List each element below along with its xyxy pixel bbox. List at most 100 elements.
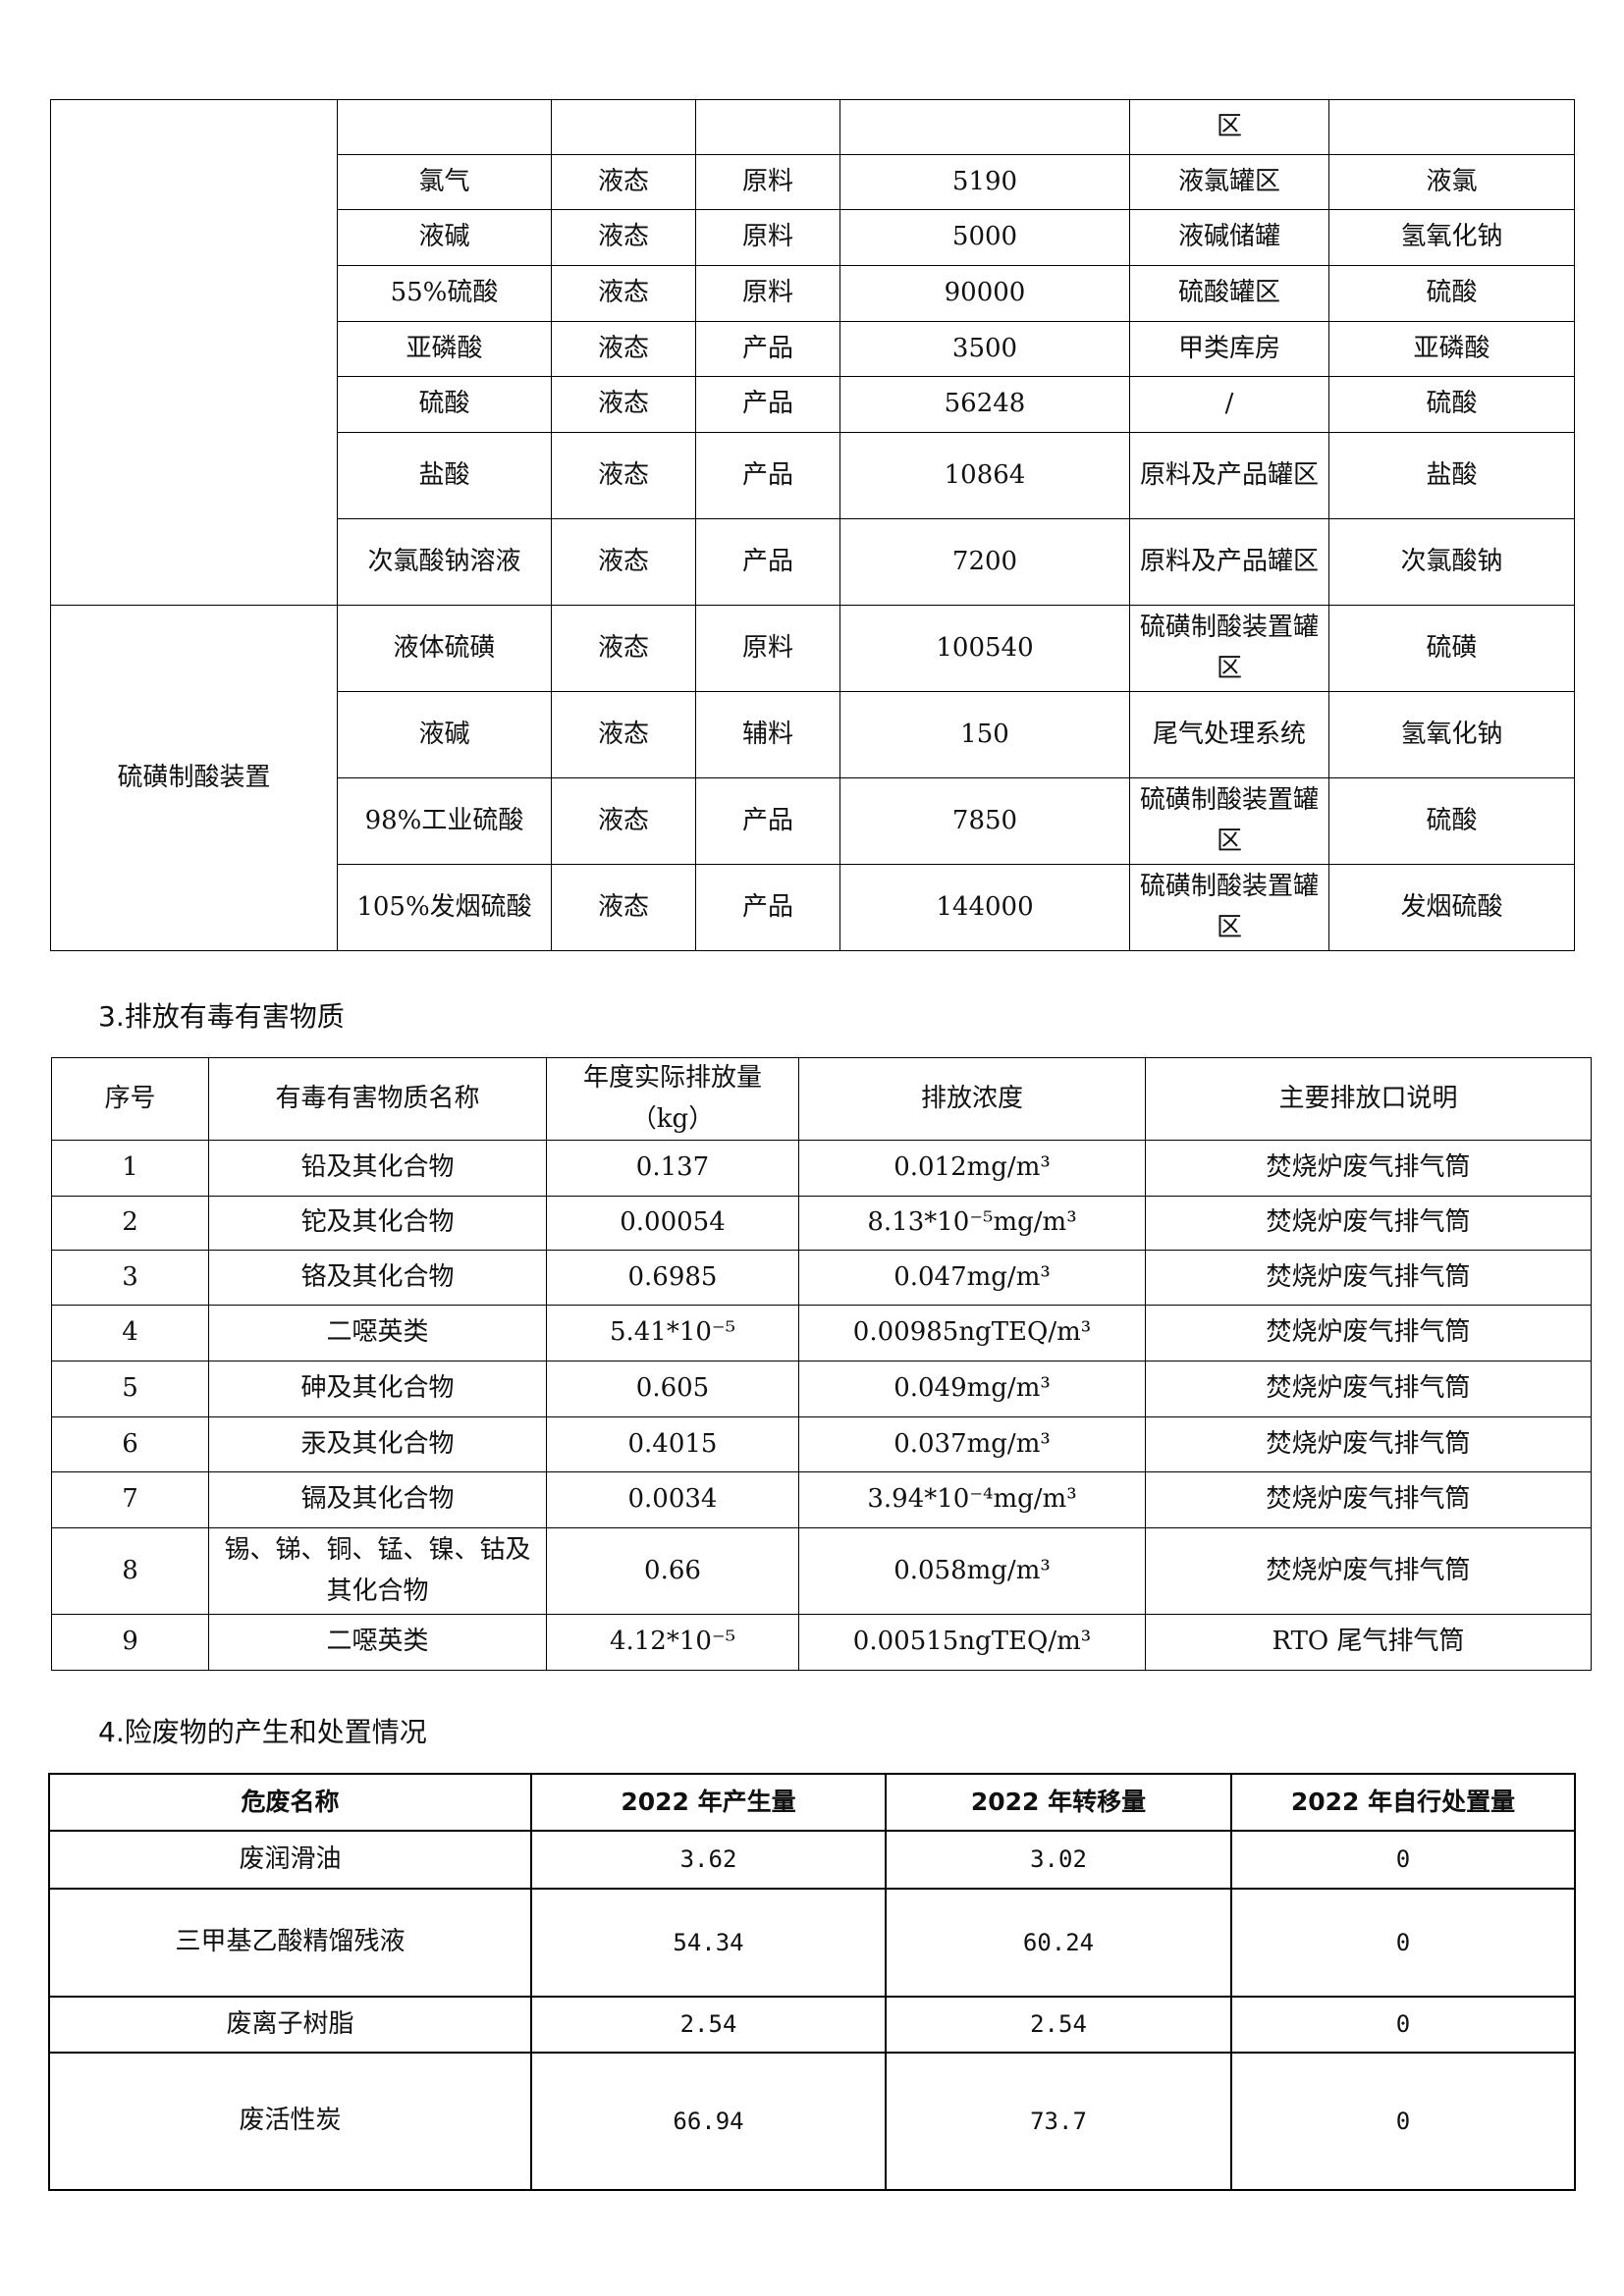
table-cell: [695, 99, 840, 155]
table-cell: 液态: [551, 432, 696, 519]
table-row: 液碱 液态 辅料 150 尾气处理系统 氢氧化钠: [51, 691, 1575, 778]
table-cell: 硫磺制酸装置罐区: [1129, 605, 1329, 692]
table-cell: 次氯酸钠: [1328, 518, 1575, 606]
table-cell: 锡、锑、铜、锰、镍、钴及其化合物: [208, 1527, 547, 1616]
table-cell: 次氯酸钠溶液: [337, 518, 552, 606]
table-row: 105%发烟硫酸 液态 产品 144000 硫磺制酸装置罐区 发烟硫酸: [51, 864, 1575, 951]
table-cell: 甲类库房: [1129, 321, 1329, 377]
table-cell: [1328, 99, 1575, 155]
table-cell: 硫磺: [1328, 605, 1575, 692]
table-cell: 亚磷酸: [1328, 321, 1575, 377]
section3-title: 3.排放有毒有害物质: [98, 1000, 345, 1033]
table-row: 液碱 液态 原料 5000 液碱储罐 氢氧化钠: [51, 209, 1575, 266]
table-cell: 原料: [695, 209, 840, 266]
table-cell: 硫酸: [337, 376, 552, 433]
table-cell: 硫酸: [1328, 777, 1575, 865]
table-cell: /: [1129, 376, 1329, 433]
table-row: 硫酸 液态 产品 56248/硫酸: [51, 376, 1575, 433]
table-cell: 废活性炭: [48, 2052, 532, 2191]
table-cell: 二噁英类: [208, 1305, 547, 1362]
table-cell: 0.605: [546, 1361, 799, 1418]
section4-title: 4.险废物的产生和处置情况: [98, 1716, 427, 1748]
table-cell: 液态: [551, 265, 696, 322]
table-row: 2 铊及其化合物 0.00054 8.13*10⁻⁵mg/m³ 焚烧炉废气排气筒: [51, 1196, 1592, 1252]
table-cell: 98%工业硫酸: [337, 777, 552, 865]
table-cell: 5190: [839, 154, 1130, 210]
table-cell: 100540: [839, 605, 1130, 692]
table-cell: 0.049mg/m³: [798, 1361, 1146, 1418]
table-cell: 硫磺制酸装置罐区: [1129, 777, 1329, 865]
table-cell: 原料: [695, 605, 840, 692]
table-cell: 焚烧炉废气排气筒: [1145, 1471, 1592, 1529]
table-cell: 盐酸: [1328, 432, 1575, 519]
table-cell: 废润滑油: [48, 1830, 532, 1890]
table-row: 废润滑油 3.62 3.02 0: [48, 1830, 1576, 1890]
group-cell: [50, 99, 338, 606]
table-cell: 0: [1230, 1996, 1576, 2054]
table-cell: 4: [51, 1305, 209, 1362]
table-cell: 4.12*10⁻⁵: [546, 1614, 799, 1672]
group-cell: 硫磺制酸装置: [50, 605, 338, 951]
table-row: 3 铬及其化合物 0.6985 0.047mg/m³ 焚烧炉废气排气筒: [51, 1250, 1592, 1307]
table-cell: 0.00515ngTEQ/m³: [798, 1614, 1146, 1672]
table-row: 7 镉及其化合物 0.0034 3.94*10⁻⁴mg/m³ 焚烧炉废气排气筒: [51, 1471, 1592, 1529]
table-cell: 铊及其化合物: [208, 1196, 547, 1252]
table-cell: 55%硫酸: [337, 265, 552, 322]
table-cell: 0.047mg/m³: [798, 1250, 1146, 1307]
table-cell: 三甲基乙酸精馏残液: [48, 1888, 532, 1998]
table-cell: 0.037mg/m³: [798, 1416, 1146, 1473]
table-cell: 7200: [839, 518, 1130, 606]
column-header: 2022 年转移量: [885, 1773, 1232, 1832]
table-cell: 原料: [695, 154, 840, 210]
table-cell: 产品: [695, 777, 840, 865]
table-cell: 硫酸: [1328, 265, 1575, 322]
table-cell: 144000: [839, 864, 1130, 951]
table-cell: 氢氧化钠: [1328, 691, 1575, 778]
table-cell: 0.66: [546, 1527, 799, 1616]
table-cell: 6: [51, 1416, 209, 1473]
table-cell: 原料: [695, 265, 840, 322]
table-cell: 液态: [551, 691, 696, 778]
table-cell: 9: [51, 1614, 209, 1672]
table-cell: 0.00054: [546, 1196, 799, 1252]
table-cell: 5000: [839, 209, 1130, 266]
table-cell: 2.54: [885, 1996, 1232, 2054]
table-cell: 2.54: [530, 1996, 887, 2054]
table-cell: 产品: [695, 321, 840, 377]
table-cell: 镉及其化合物: [208, 1471, 547, 1529]
table-row: 硫磺制酸装置 液体硫磺 液态 原料 100540 硫磺制酸装置罐区 硫磺: [50, 605, 1575, 951]
table-row: 6 汞及其化合物 0.4015 0.037mg/m³ 焚烧炉废气排气筒: [51, 1416, 1592, 1473]
column-header: 2022 年自行处置量: [1230, 1773, 1576, 1832]
table-cell: 2: [51, 1196, 209, 1252]
table-row: 55%硫酸 液态 原料 90000 硫酸罐区 硫酸: [51, 265, 1575, 322]
table-row: 亚磷酸 液态 产品 3500 甲类库房 亚磷酸: [51, 321, 1575, 377]
table-cell: 0.012mg/m³: [798, 1140, 1146, 1198]
column-header: 主要排放口说明: [1145, 1056, 1592, 1142]
table-cell: 液氯: [1328, 154, 1575, 210]
table-row: 次氯酸钠溶液 液态 产品 7200 原料及产品罐区 次氯酸钠: [51, 518, 1575, 606]
table-cell: 54.34: [530, 1888, 887, 1998]
table-row: 8 锡、锑、铜、锰、镍、钴及其化合物 0.66 0.058mg/m³ 焚烧炉废气排气筒: [51, 1527, 1592, 1616]
table-row: 5 砷及其化合物 0.605 0.049mg/m³ 焚烧炉废气排气筒: [51, 1361, 1592, 1418]
table-cell: 焚烧炉废气排气筒: [1145, 1416, 1592, 1473]
table-cell: 8.13*10⁻⁵mg/m³: [798, 1196, 1146, 1252]
table-cell: 液态: [551, 321, 696, 377]
table-cell: 0: [1230, 1830, 1576, 1890]
table-cell: 发烟硫酸: [1328, 864, 1575, 951]
table-cell: 产品: [695, 864, 840, 951]
table-cell: 0: [1230, 2052, 1576, 2191]
table-cell: 105%发烟硫酸: [337, 864, 552, 951]
table-row: 三甲基乙酸精馏残液 54.34 60.24 0: [48, 1888, 1576, 1998]
materials-table: 区氯气 液态 原料 5190 液氯罐区 液氯 液碱 液态 原料 5000 液碱储罐 氢氧化钠 55%硫酸…: [50, 99, 1575, 951]
table-cell: 焚烧炉废气排气筒: [1145, 1361, 1592, 1418]
table-cell: 0.137: [546, 1140, 799, 1198]
column-header: 危废名称: [48, 1773, 532, 1832]
table-cell: 73.7: [885, 2052, 1232, 2191]
table-cell: 焚烧炉废气排气筒: [1145, 1527, 1592, 1616]
table-cell: [337, 99, 552, 155]
table-row: 区: [50, 99, 1575, 606]
table-cell: 原料及产品罐区: [1129, 432, 1329, 519]
table-cell: 3.02: [885, 1830, 1232, 1890]
table-cell: 硫磺制酸装置罐区: [1129, 864, 1329, 951]
table-cell: 铅及其化合物: [208, 1140, 547, 1198]
